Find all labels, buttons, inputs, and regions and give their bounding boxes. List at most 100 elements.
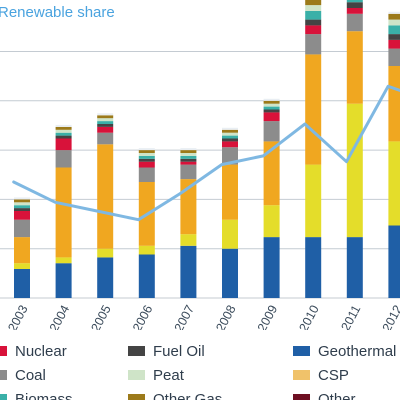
bar-segment [222,132,238,136]
x-tick-label: 2008 [213,303,238,330]
legend-swatch [293,394,310,400]
legend-label: Nuclear [15,343,67,360]
bar-segment [222,164,238,220]
bar-segment [222,147,238,165]
bar-segment [180,150,197,153]
x-tick-label: 2009 [255,303,280,330]
legend-label: Fuel Oil [153,343,205,360]
bar-segment [305,164,322,238]
bar-segment [388,13,400,20]
bar-segment [180,234,197,246]
bar-segment [138,150,155,153]
bar-segment [180,155,197,159]
bar-segment [14,199,30,203]
bar-segment [305,54,322,165]
bar-segment [346,103,363,238]
bar-segment [263,112,280,122]
bar-segment [180,153,197,156]
bar-segment [305,10,322,20]
bar-segment [388,66,400,142]
x-tick-label: 2003 [5,303,30,330]
share-line [12,84,400,222]
legend-item-other: Other [293,391,356,400]
bar-segment [346,237,363,298]
bar-segment [222,135,238,139]
legend-item-csp: CSP [293,367,349,384]
bar-segment [97,115,114,119]
bar-segment [263,205,280,238]
share-line-group [12,84,400,222]
legend-label: Coal [15,367,46,384]
bar-cap [138,148,155,151]
bar-segment [180,245,197,298]
x-tick-label: 2011 [338,303,363,330]
bar-segment [55,257,72,264]
legend-item-fuel-oil: Fuel Oil [128,343,205,360]
bar-segment [97,257,114,298]
bar-segment [263,106,280,110]
bar-segment [180,179,197,235]
legend-item-geothermal: Geothermal [293,343,396,360]
chart-plot: 2003 2004 2005 2006 2007 2008 2009 2010 2011 2012… [0,0,400,330]
legend-label: Biomass [15,391,73,400]
legend-item-biomass: Biomass [0,391,73,400]
bar-segment [222,219,238,249]
bar-segment [97,118,114,122]
bar-segment [388,19,400,26]
legend-item-coal: Coal [0,367,46,384]
bar-segment [305,5,322,11]
bar-segment [97,126,114,133]
legend-swatch [0,346,7,357]
x-tick-label: 2004 [47,303,72,330]
bar-segment [346,8,363,14]
bar-segment [222,248,238,298]
bar-segment [97,132,114,145]
legend-swatch [0,370,7,381]
legend-label: Other [318,391,356,400]
x-tick-label: 2007 [172,303,197,330]
bar-segment [14,237,30,264]
bar-stacks [14,0,400,298]
legend-swatch [128,370,145,381]
bar-segment [180,164,197,180]
x-tick-label: 2012 [380,303,400,330]
bar-segment [138,167,155,182]
bar-segment [55,167,72,258]
bar-segment [388,48,400,66]
legend-item-nuclear: Nuclear [0,343,67,360]
x-tick-label: 2005 [88,303,113,330]
bar-cap [180,148,197,151]
bar-segment [14,219,30,238]
bar-segment [305,19,322,26]
bar-segment [263,121,280,142]
legend-label: CSP [318,367,349,384]
bar-segment [14,202,30,206]
bar-cap [55,124,72,127]
bar-segment [180,161,197,165]
bar-segment [222,138,238,142]
bar-segment [138,254,155,298]
legend-swatch [0,394,7,400]
bar-segment [305,0,322,6]
bar-segment [263,237,280,298]
bar-segment [55,150,72,168]
bar-cap [97,113,114,116]
bar-cap [14,197,30,200]
bar-segment [138,158,155,162]
bar-segment [388,39,400,49]
bar-segment [263,141,280,206]
legend: Nuclear Fuel Oil Geothermal Coal Peat CS… [0,340,400,400]
bar-segment [222,129,238,133]
bar-segment [346,31,363,104]
bar-segment [388,141,400,226]
legend-swatch [128,394,145,400]
bar-segment [346,0,363,3]
legend-item-other-gas: Other Gas [128,391,222,400]
legend-label: Other Gas [153,391,223,400]
bar-segment [55,263,72,298]
bar-cap [263,98,280,101]
bar-segment [14,208,30,211]
bar-segment [138,155,155,159]
bar-segment [263,109,280,113]
